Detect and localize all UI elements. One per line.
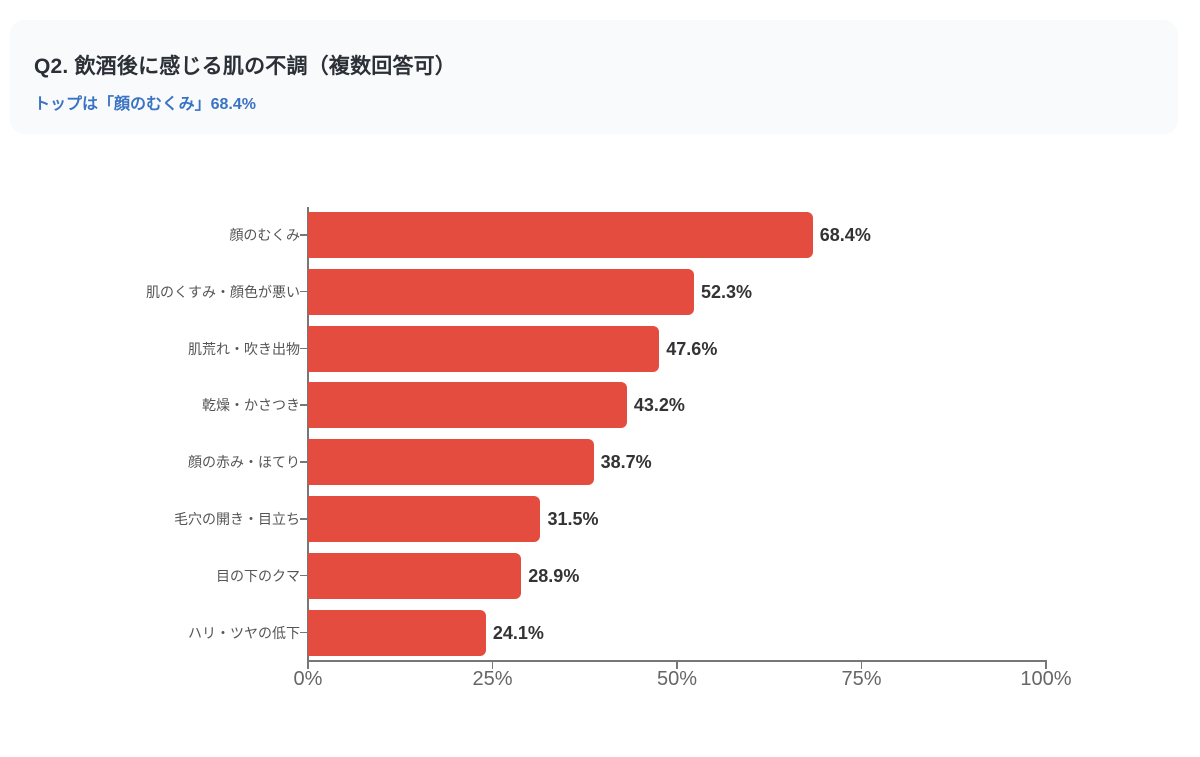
chart-subtitle: トップは「顔のむくみ」68.4% [34, 96, 257, 113]
value-label: 43.2% [633, 395, 685, 416]
bar [308, 439, 594, 486]
y-tick [300, 574, 307, 577]
category-label: 目の下のクマ [216, 567, 300, 584]
bar [308, 382, 627, 429]
bar-row: 肌のくすみ・顔色が悪い 52.3% [0, 268, 1200, 315]
category-label: 顔の赤み・ほてり [188, 454, 300, 471]
bar-row: 顔の赤み・ほてり 38.7% [0, 439, 1200, 486]
y-tick [300, 404, 307, 406]
value-label: 24.1% [492, 622, 544, 643]
x-tick [676, 661, 678, 669]
value-label: 52.3% [700, 281, 753, 302]
category-label: 肌のくすみ・顔色が悪い [146, 283, 300, 300]
y-tick [300, 461, 307, 463]
bar [308, 496, 541, 542]
x-axis-line [307, 660, 1047, 662]
bar-row: 顔のむくみ 68.4% [0, 212, 1200, 258]
value-label: 28.9% [528, 565, 580, 586]
x-tick-label: 25% [472, 668, 513, 690]
x-tick-label: 100% [1020, 668, 1072, 690]
x-tick [307, 661, 309, 669]
bar [308, 552, 522, 599]
bar-row: 目の下のクマ 28.9% [0, 552, 1200, 599]
value-label: 47.6% [666, 338, 718, 359]
x-tick [860, 661, 863, 669]
value-label: 68.4% [819, 225, 871, 245]
category-label: 顔のむくみ [229, 227, 300, 243]
x-tick [1045, 661, 1047, 669]
category-label: 乾燥・かさつき [202, 397, 300, 414]
bar-row: 毛穴の開き・目立ち 31.5% [0, 496, 1200, 542]
x-tick-label: 0% [293, 668, 323, 690]
category-label: 毛穴の開き・目立ち [174, 511, 300, 527]
y-tick [300, 631, 307, 634]
x-tick [491, 661, 494, 669]
bar [308, 325, 660, 372]
bar [308, 609, 486, 656]
y-axis-line [307, 207, 309, 661]
x-tick-label: 75% [841, 668, 882, 690]
bar [308, 212, 813, 258]
x-tick-label: 50% [656, 668, 698, 690]
value-label: 31.5% [547, 509, 599, 529]
category-label: ハリ・ツヤの低下 [188, 624, 300, 641]
chart-title: Q2. 飲酒後に感じる肌の不調（複数回答可） [34, 55, 457, 78]
bar-row: ハリ・ツヤの低下 24.1% [0, 609, 1200, 656]
y-tick [300, 518, 307, 520]
bar-row: 乾燥・かさつき 43.2% [0, 382, 1200, 429]
bar [308, 268, 694, 315]
category-label: 肌荒れ・吹き出物 [188, 340, 300, 357]
y-tick [300, 347, 307, 350]
header-card: Q2. 飲酒後に感じる肌の不調（複数回答可） トップは「顔のむくみ」68.4% [10, 20, 1178, 134]
value-label: 38.7% [600, 452, 652, 473]
y-tick [300, 234, 307, 236]
bar-row: 肌荒れ・吹き出物 47.6% [0, 325, 1200, 372]
y-tick [300, 290, 307, 293]
